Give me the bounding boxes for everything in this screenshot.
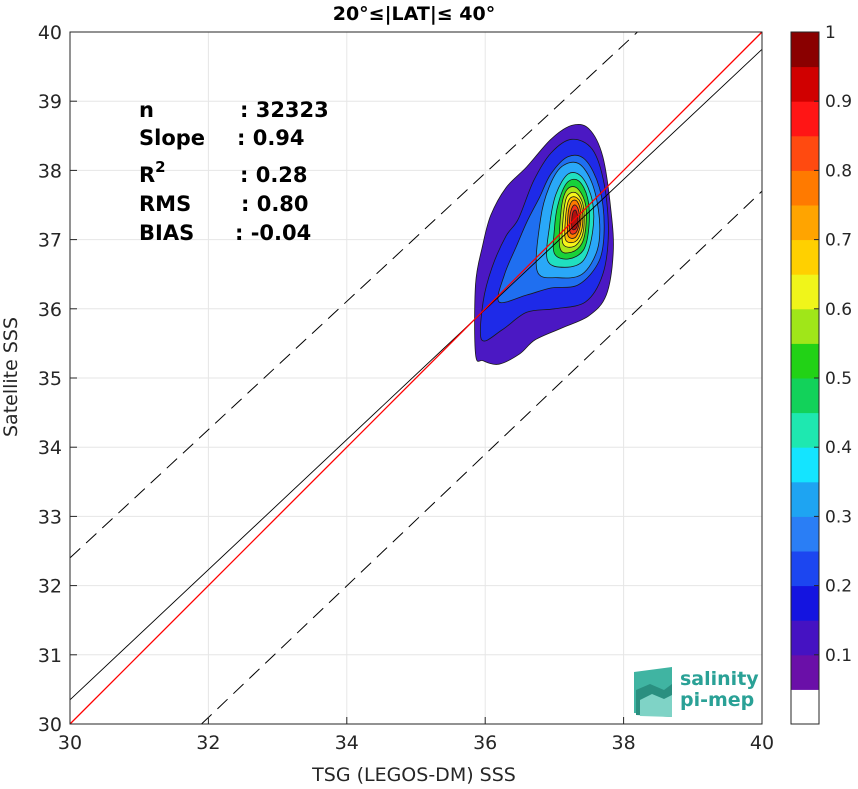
- colorbar-segment: [791, 654, 819, 690]
- colorbar-segment: [791, 620, 819, 656]
- colorbar-segment: [791, 205, 819, 241]
- salinity-pimep-logo: salinity pi-mep: [634, 667, 759, 717]
- colorbar-segment: [791, 585, 819, 621]
- stat-label-n: n: [139, 98, 154, 122]
- stat-label-r: R2: [139, 158, 166, 187]
- upper-rms-band-line: [69, 31, 638, 559]
- x-tick-label: 38: [612, 732, 636, 754]
- colorbar-tick-label: 0.9: [825, 92, 852, 112]
- colorbar-segment: [791, 274, 819, 310]
- y-tick-label: 33: [38, 506, 62, 528]
- regression-line: [69, 48, 763, 701]
- x-tick-label: 40: [750, 732, 774, 754]
- stats-box: n : 32323 Slope : 0.94 R2 : 0.28 RMS : 0.80 BIAS…: [139, 98, 329, 245]
- y-tick-label: 40: [38, 22, 62, 44]
- colorbar-segment: [791, 412, 819, 448]
- x-tick-label: 34: [335, 732, 359, 754]
- colorbar-segment: [791, 135, 819, 171]
- colorbar-segment: [791, 343, 819, 379]
- x-axis-label: TSG (LEGOS-DM) SSS: [311, 764, 516, 786]
- y-tick-label: 30: [38, 714, 62, 736]
- colorbar-segment: [791, 516, 819, 552]
- stat-value-r: : 0.28: [240, 163, 308, 187]
- y-axis-ticks: 30 31 32 33 34 35 36 37 38 39 40: [38, 22, 77, 736]
- colorbar-tick-label: 0.6: [825, 300, 852, 320]
- colorbar-segment: [791, 689, 819, 725]
- colorbar-segment: [791, 101, 819, 137]
- y-tick-label: 34: [38, 437, 62, 459]
- y-tick-label: 35: [38, 368, 62, 390]
- x-axis-ticks: 30 32 34 36 38 40: [58, 717, 774, 754]
- x-tick-label: 30: [58, 732, 82, 754]
- identity-line: [69, 31, 763, 725]
- colorbar-tick-label: 0.5: [825, 369, 852, 389]
- x-tick-label: 36: [473, 732, 497, 754]
- chart-title: 20°≤|LAT|≤ 40°: [333, 3, 496, 25]
- colorbar-tick-label: 1: [825, 23, 836, 43]
- colorbar-segment: [791, 447, 819, 483]
- colorbar-tick-label: 0.3: [825, 507, 852, 527]
- colorbar-segment: [791, 66, 819, 102]
- colorbar-tick-label: 0.4: [825, 438, 852, 458]
- stat-value-slope: : 0.94: [237, 126, 305, 150]
- colorbar-segment: [791, 308, 819, 344]
- y-tick-label: 37: [38, 230, 62, 252]
- colorbar: [791, 32, 819, 725]
- y-tick-label: 39: [38, 91, 62, 113]
- density-contours: [474, 123, 614, 365]
- stat-value-n: : 32323: [240, 98, 329, 122]
- colorbar-ticks: 0.1 0.2 0.3 0.4 0.5 0.6 0.7 0.8 0.9 1: [814, 23, 852, 666]
- stat-value-bias: : -0.04: [235, 221, 311, 245]
- colorbar-tick-label: 0.7: [825, 231, 852, 251]
- lower-rms-band-line: [201, 190, 763, 725]
- y-tick-label: 38: [38, 160, 62, 182]
- y-tick-label: 31: [38, 645, 62, 667]
- y-tick-label: 36: [38, 299, 62, 321]
- stat-value-rms: : 0.80: [241, 192, 309, 216]
- stat-label-rms: RMS: [139, 192, 191, 216]
- x-tick-label: 32: [196, 732, 220, 754]
- colorbar-segment: [791, 551, 819, 587]
- y-axis-label: Satellite SSS: [0, 317, 22, 437]
- stat-label-bias: BIAS: [139, 221, 194, 245]
- logo-line2: pi-mep: [680, 689, 754, 711]
- colorbar-segment: [791, 32, 819, 68]
- colorbar-tick-label: 0.2: [825, 577, 852, 597]
- stat-label-slope: Slope: [139, 126, 205, 150]
- colorbar-segment: [791, 239, 819, 275]
- colorbar-segment: [791, 378, 819, 414]
- reference-lines: [69, 31, 763, 725]
- colorbar-segment: [791, 170, 819, 206]
- colorbar-segment: [791, 481, 819, 517]
- colorbar-tick-label: 0.1: [825, 646, 852, 666]
- y-tick-label: 32: [38, 576, 62, 598]
- colorbar-tick-label: 0.8: [825, 161, 852, 181]
- logo-line1: salinity: [680, 668, 759, 690]
